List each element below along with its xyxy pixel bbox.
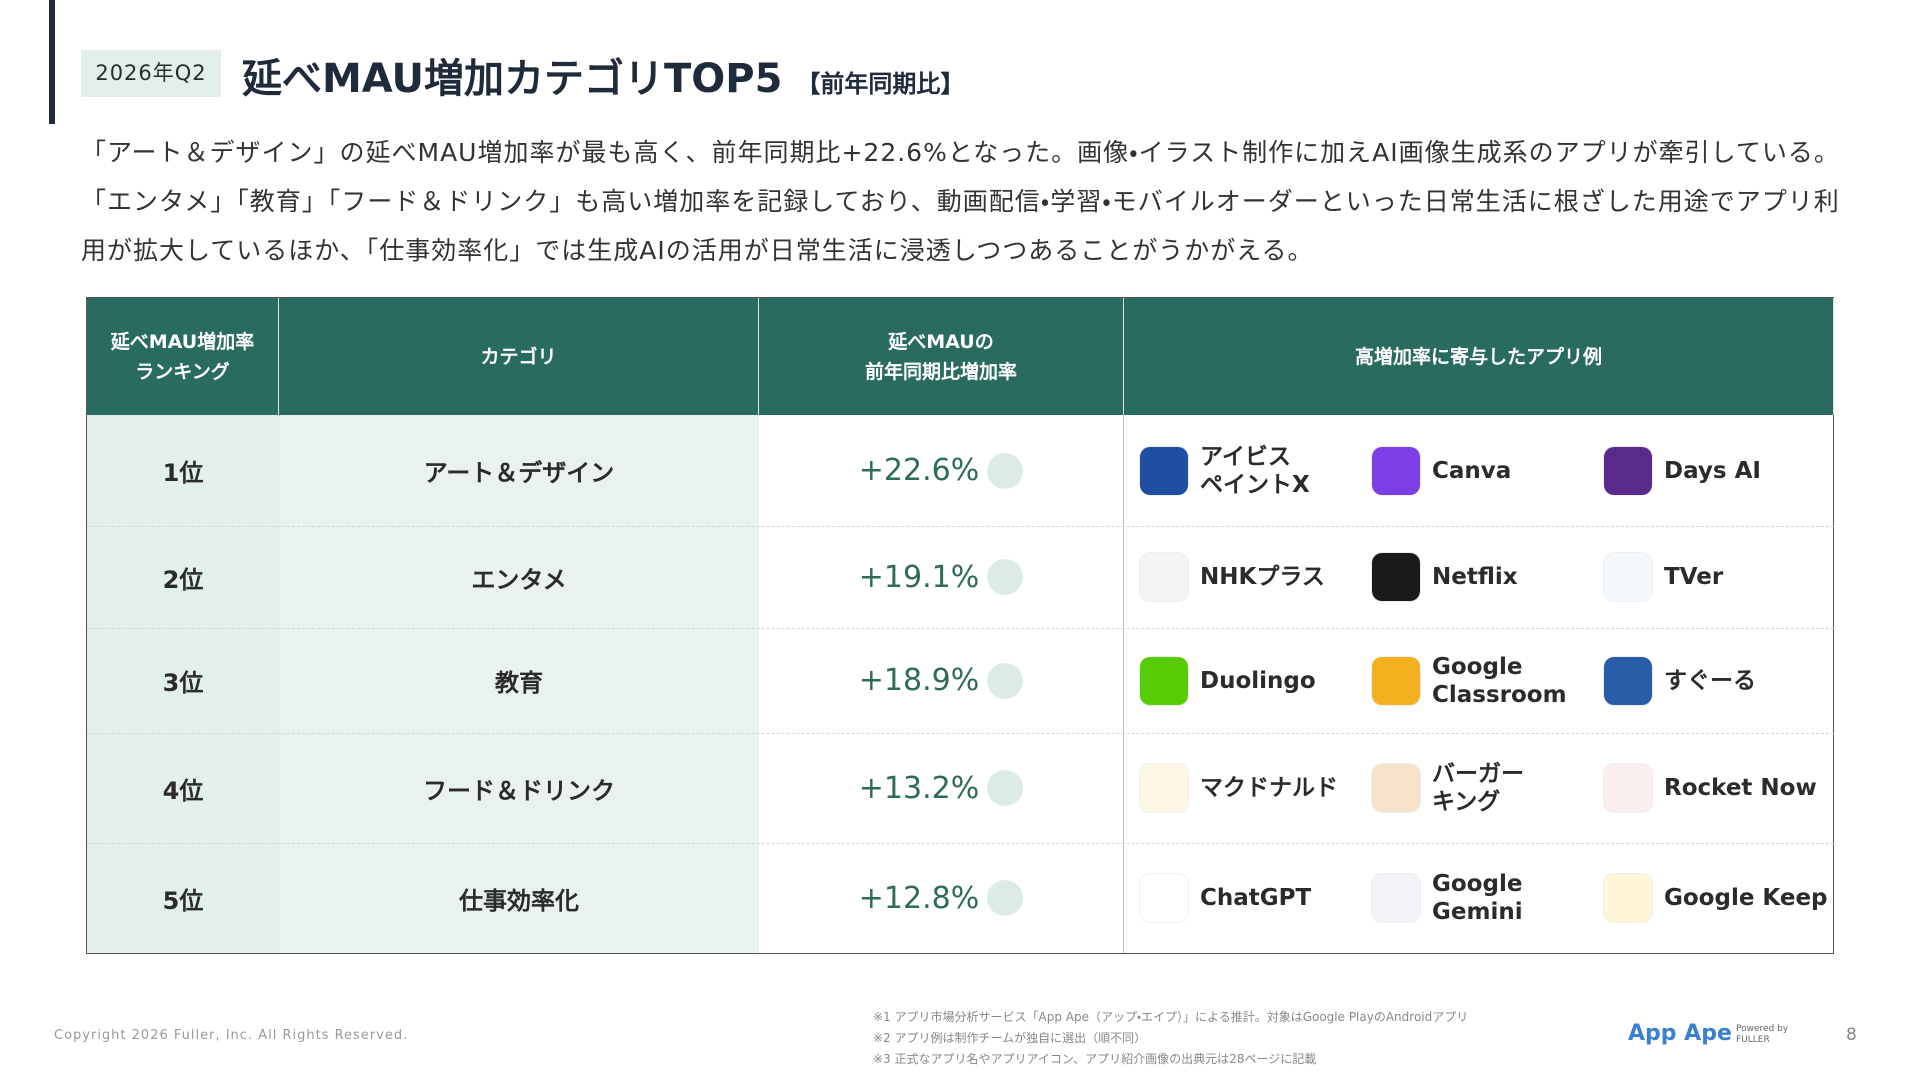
app-icon bbox=[1604, 656, 1652, 705]
copyright: Copyright 2026 Fuller, Inc. All Rights R… bbox=[54, 1028, 409, 1043]
app-name: NHKプラス bbox=[1200, 564, 1325, 590]
app-item: ChatGPT bbox=[1140, 843, 1365, 953]
app-name: マクドナルド bbox=[1200, 775, 1338, 801]
app-icon bbox=[1140, 553, 1188, 601]
title-text: 延べMAU増加カテゴリTOP5 bbox=[242, 56, 783, 102]
slide-title: 延べMAU増加カテゴリTOP5 【前年同期比】 bbox=[242, 46, 964, 104]
app-name: TVer bbox=[1664, 564, 1724, 590]
growth-rate: +13.2% bbox=[858, 770, 980, 806]
app-name: Duolingo bbox=[1200, 667, 1316, 694]
row-divider bbox=[87, 843, 1834, 844]
trend-icon bbox=[987, 770, 1024, 806]
app-item: すぐーる bbox=[1604, 628, 1829, 733]
app-name: ChatGPT bbox=[1200, 885, 1312, 911]
app-item: Duolingo bbox=[1140, 628, 1365, 733]
growth-rate: +12.8% bbox=[858, 880, 980, 916]
app-name: Netflix bbox=[1432, 564, 1518, 590]
powered-by: Powered by FULLER bbox=[1736, 1024, 1789, 1045]
growth-rate: +18.9% bbox=[858, 663, 980, 698]
app-item: Rocket Now bbox=[1604, 733, 1829, 843]
row-divider bbox=[87, 526, 1834, 527]
footnote: ※2 アプリ例は制作チームが独自に選出（順不同） bbox=[873, 1031, 1147, 1045]
app-item: TVer bbox=[1604, 526, 1829, 628]
category-cell: 仕事効率化 bbox=[279, 843, 759, 953]
app-icon bbox=[1372, 446, 1420, 495]
app-item: Canva bbox=[1372, 415, 1597, 526]
app-name: Rocket Now bbox=[1664, 775, 1817, 801]
rate-cell: +12.8% bbox=[759, 843, 1124, 953]
app-icon bbox=[1372, 553, 1420, 601]
rank-cell: 3位 bbox=[87, 628, 279, 733]
app-item: Google Gemini bbox=[1372, 843, 1597, 953]
rate-cell: +13.2% bbox=[759, 733, 1124, 843]
category-cell: エンタメ bbox=[279, 526, 759, 628]
header-cell: 高増加率に寄与したアプリ例 bbox=[1124, 298, 1834, 415]
row-divider bbox=[87, 628, 1834, 629]
row-divider bbox=[87, 733, 1834, 734]
growth-rate: +19.1% bbox=[858, 559, 980, 595]
app-icon bbox=[1140, 446, 1188, 495]
app-icon bbox=[1372, 764, 1420, 812]
category-cell: フード＆ドリンク bbox=[279, 733, 759, 843]
app-icon bbox=[1604, 874, 1652, 922]
app-icon bbox=[1140, 874, 1188, 922]
footnote: ※1 アプリ市場分析サービス「App Ape（アップ・エイプ）」による推計。対象… bbox=[873, 1010, 1469, 1024]
app-icon bbox=[1372, 656, 1420, 705]
app-name: Days AI bbox=[1664, 457, 1761, 484]
app-item: Google Keep bbox=[1604, 843, 1829, 953]
rate-cell: +19.1% bbox=[759, 526, 1124, 628]
header-cell: 延べMAUの 前年同期比増加率 bbox=[759, 298, 1124, 415]
footnote: ※3 正式なアプリ名やアプリアイコン、アプリ紹介画像の出典元は28ページに記載 bbox=[873, 1052, 1317, 1066]
growth-rate: +22.6% bbox=[858, 453, 980, 488]
trend-icon bbox=[987, 662, 1024, 699]
app-name: Google Keep bbox=[1664, 885, 1828, 911]
app-item: Netflix bbox=[1372, 526, 1597, 628]
app-name: バーガー キング bbox=[1432, 761, 1524, 815]
app-name: アイビス ペイントX bbox=[1200, 443, 1310, 498]
app-icon bbox=[1604, 446, 1652, 495]
app-name: Google Gemini bbox=[1432, 871, 1523, 925]
app-item: アイビス ペイントX bbox=[1140, 415, 1365, 526]
app-item: マクドナルド bbox=[1140, 733, 1365, 843]
app-icon bbox=[1372, 874, 1420, 922]
app-name: すぐーる bbox=[1664, 667, 1756, 694]
app-item: Days AI bbox=[1604, 415, 1829, 526]
app-icon bbox=[1140, 656, 1188, 705]
category-cell: 教育 bbox=[279, 628, 759, 733]
trend-icon bbox=[987, 452, 1024, 489]
trend-icon bbox=[987, 880, 1024, 916]
period-badge: 2026年Q2 bbox=[81, 50, 221, 97]
trend-icon bbox=[987, 559, 1024, 595]
title-suffix: 【前年同期比】 bbox=[796, 70, 965, 98]
header-cell: カテゴリ bbox=[279, 298, 759, 415]
rank-cell: 2位 bbox=[87, 526, 279, 628]
logo: App Ape bbox=[1628, 1021, 1732, 1046]
accent-bar bbox=[49, 0, 55, 124]
app-name: Canva bbox=[1432, 457, 1512, 484]
summary: 「アート＆デザイン」の延べMAU増加率が最も高く、前年同期比+22.6%となった… bbox=[81, 138, 1840, 265]
app-icon bbox=[1604, 764, 1652, 812]
rate-cell: +22.6% bbox=[759, 415, 1124, 526]
rank-cell: 4位 bbox=[87, 733, 279, 843]
app-item: Google Classroom bbox=[1372, 628, 1597, 733]
app-name: Google Classroom bbox=[1432, 653, 1567, 708]
app-icon bbox=[1604, 553, 1652, 601]
rank-cell: 1位 bbox=[87, 415, 279, 526]
category-cell: アート＆デザイン bbox=[279, 415, 759, 526]
app-icon bbox=[1140, 764, 1188, 812]
page-number: 8 bbox=[1846, 1025, 1857, 1045]
app-item: NHKプラス bbox=[1140, 526, 1365, 628]
ranking-table: 延べMAU増加率 ランキング カテゴリ 延べMAUの 前年同期比増加率 高増加率に寄与… bbox=[86, 297, 1834, 954]
rate-cell: +18.9% bbox=[759, 628, 1124, 733]
header-cell: 延べMAU増加率 ランキング bbox=[87, 298, 279, 415]
app-item: バーガー キング bbox=[1372, 733, 1597, 843]
rank-cell: 5位 bbox=[87, 843, 279, 953]
